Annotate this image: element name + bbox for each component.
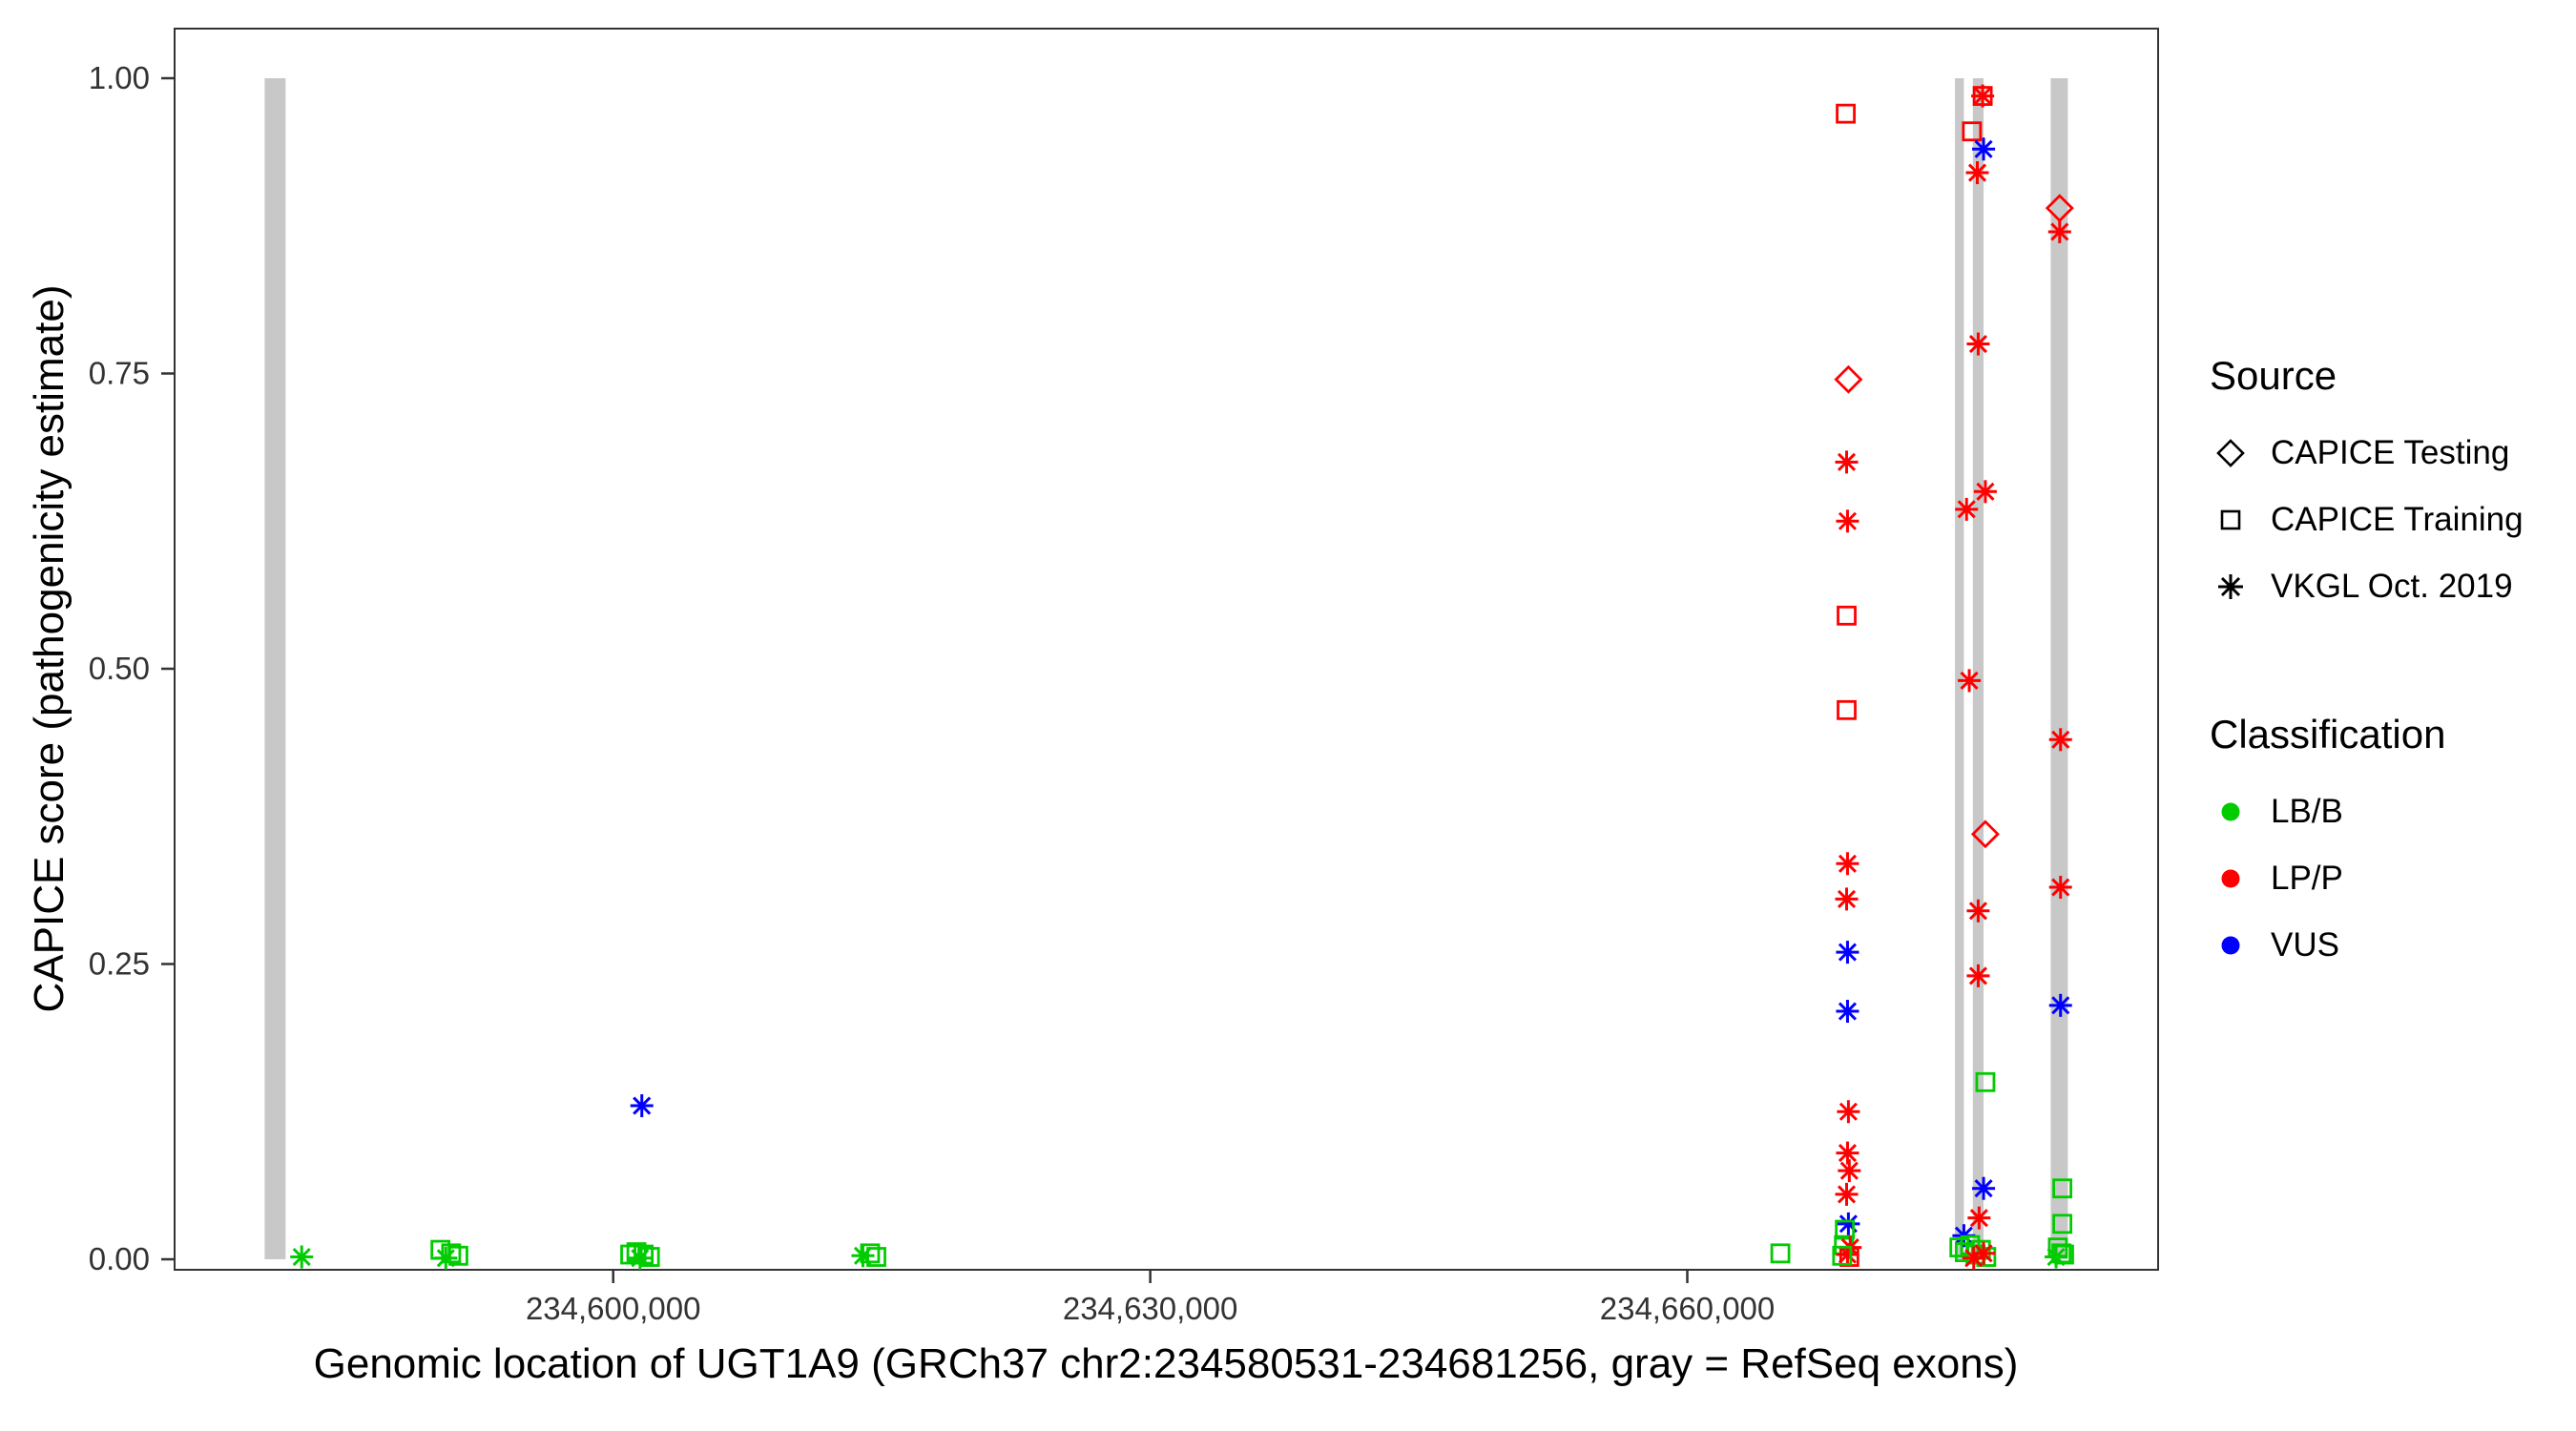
asterisk-icon [2218,574,2243,599]
legend-item-label: LB/B [2271,793,2343,830]
refseq-exon-bar [264,78,286,1259]
legend-group-gap [2210,620,2524,712]
data-point-square [2052,1213,2073,1234]
square-icon [2220,509,2241,530]
data-point-square [1835,1219,1856,1240]
data-point-asterisk [1835,887,1859,911]
data-point-asterisk [2048,876,2072,900]
data-point-square [860,1243,881,1264]
legend-item-lpp: LP/P [2210,845,2524,912]
data-point-asterisk [630,1094,654,1118]
legend-item-label: VUS [2271,926,2339,964]
data-point-asterisk [1966,332,1990,356]
red-dot-icon [2221,869,2240,888]
data-point-asterisk [1836,509,1859,533]
legend-item-label: CAPICE Testing [2271,434,2510,471]
data-point-asterisk [1838,1159,1861,1183]
y-tick-label: 0.25 [89,946,150,982]
refseq-exon-bar [1955,78,1964,1259]
data-point-square [1770,1243,1791,1264]
data-point-asterisk [1837,1212,1860,1235]
diamond-icon [2216,439,2245,467]
legend-item-label: VKGL Oct. 2019 [2271,568,2513,605]
x-axis-title: Genomic location of UGT1A9 (GRCh37 chr2:… [313,1340,2019,1387]
panel-background [175,29,2158,1270]
data-point-square [2052,1178,2073,1199]
data-point-diamond [1834,364,1863,394]
data-point-square [1975,1071,1996,1092]
x-tick-label: 234,600,000 [526,1291,701,1326]
data-point-asterisk [1836,1141,1859,1165]
data-point-asterisk [1971,84,1995,108]
y-tick-label: 1.00 [89,60,150,95]
data-point-square [1962,121,1983,142]
data-point-asterisk [1972,1241,1996,1265]
data-point-square [2054,1244,2074,1265]
data-point-square [1837,699,1857,720]
data-point-asterisk [1965,161,1989,185]
legend-classification-title: Classification [2210,712,2446,757]
legend-item-label: CAPICE Training [2271,501,2524,538]
legend-item-capice-testing: CAPICE Testing [2210,420,2524,487]
data-point-asterisk [1967,1206,1991,1230]
data-point-asterisk [290,1245,314,1269]
y-tick-label: 0.75 [89,356,150,391]
data-point-asterisk [1966,899,1990,923]
data-point-asterisk [2048,728,2072,752]
data-point-square [1836,103,1856,124]
x-tick-label: 234,660,000 [1600,1291,1776,1326]
green-dot-icon [2221,802,2240,821]
legend-item-vkgl: VKGL Oct. 2019 [2210,553,2524,620]
data-point-asterisk [1958,669,1982,693]
data-point-asterisk [1972,1176,1996,1200]
data-point-asterisk [628,1246,652,1270]
legend-item-vus: VUS [2210,912,2524,979]
data-point-diamond [1970,819,2000,849]
legend-item-capice-training: CAPICE Training [2210,487,2524,553]
data-point-asterisk [1955,497,1979,521]
data-point-asterisk [1835,450,1859,474]
data-point-asterisk [1973,480,1997,504]
data-point-asterisk [1966,964,1990,987]
legend-source-title: Source [2210,353,2337,398]
data-point-asterisk [1835,1182,1859,1206]
legend-item-lbb: LB/B [2210,778,2524,845]
data-point-asterisk [1836,1000,1859,1024]
data-point-asterisk [1972,137,1996,161]
data-point-asterisk [1836,852,1859,876]
data-point-asterisk [434,1246,458,1270]
y-tick-label: 0.00 [89,1241,150,1276]
data-point-square [866,1247,886,1267]
y-tick-label: 0.50 [89,651,150,686]
data-point-asterisk [1836,941,1859,964]
refseq-exon-bar [2050,78,2068,1259]
legend-item-label: LP/P [2271,860,2343,897]
data-point-square [1832,1245,1853,1266]
data-point-asterisk [2048,993,2072,1017]
blue-dot-icon [2221,936,2240,955]
data-point-asterisk [2047,219,2071,243]
data-point-square [1837,605,1857,626]
y-axis-title: CAPICE score (pathogenicity estimate) [26,284,73,1013]
refseq-exon-bar [1972,78,1984,1259]
x-tick-label: 234,630,000 [1063,1291,1238,1326]
data-point-asterisk [1837,1100,1860,1124]
legend: Source CAPICE Testing CAPICE Training [2210,353,2524,979]
panel-border [174,28,2159,1271]
